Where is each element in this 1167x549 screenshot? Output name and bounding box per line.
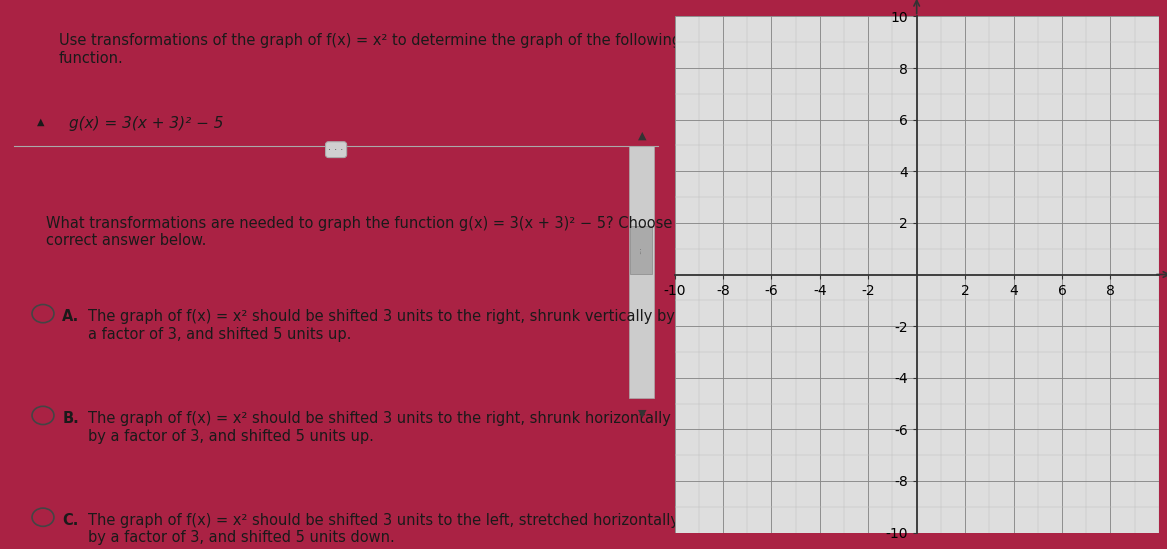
Text: ···: ··· [637, 247, 647, 254]
Text: The graph of f(x) = x² should be shifted 3 units to the right, shrunk horizontal: The graph of f(x) = x² should be shifted… [88, 411, 671, 444]
Text: Use transformations of the graph of f(x) = x² to determine the graph of the foll: Use transformations of the graph of f(x)… [60, 33, 682, 66]
Text: B.: B. [62, 411, 79, 426]
Text: ▲: ▲ [36, 116, 44, 126]
Text: The graph of f(x) = x² should be shifted 3 units to the left, stretched horizont: The graph of f(x) = x² should be shifted… [88, 513, 679, 545]
Text: A.: A. [62, 309, 79, 324]
Bar [630, 226, 652, 274]
Bar [629, 146, 654, 397]
Text: C.: C. [62, 513, 78, 528]
Text: · · ·: · · · [328, 144, 344, 155]
Text: ▼: ▼ [638, 409, 647, 419]
Text: What transformations are needed to graph the function g(x) = 3(x + 3)² − 5? Choo: What transformations are needed to graph… [47, 216, 701, 248]
Text: g(x) = 3(x + 3)² − 5: g(x) = 3(x + 3)² − 5 [69, 116, 223, 131]
Text: The graph of f(x) = x² should be shifted 3 units to the right, shrunk vertically: The graph of f(x) = x² should be shifted… [88, 309, 675, 341]
Text: ▲: ▲ [638, 130, 647, 140]
